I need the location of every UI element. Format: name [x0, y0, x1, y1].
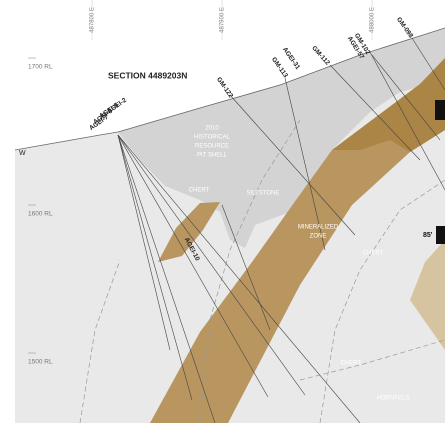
pit-shell-label: RESOURCE: [195, 144, 229, 150]
direction-label: W: [19, 150, 26, 157]
drill-holes: [117, 37, 445, 423]
drill-hole: [117, 134, 361, 423]
drill-hole: [117, 134, 306, 396]
easting-label: 487800 E: [90, 7, 96, 33]
drill-hole: [284, 77, 326, 251]
unit-label: CHERT: [341, 361, 362, 367]
drill-hole: [229, 94, 356, 236]
unit-label: ZONE: [310, 234, 327, 240]
drill-hole: [117, 134, 171, 351]
pit-shell-label: 2010: [205, 126, 219, 132]
drill-hole: [221, 204, 271, 331]
mineralized-zone-upper: [332, 58, 445, 152]
mineralized-lens: [158, 202, 220, 262]
drill-hole: [371, 54, 441, 141]
unit-label: SILTSTONE: [247, 191, 280, 197]
drill-hole: [369, 51, 445, 191]
rl-label: 1700 RL: [28, 64, 53, 71]
drill-hole-label: GM-122: [215, 76, 234, 100]
unit-label: HORNFELS: [377, 396, 410, 402]
drill-hole: [117, 134, 216, 423]
easting-label: 487900 E: [220, 7, 226, 33]
pit-shell-label: HISTORICAL: [194, 135, 231, 141]
drill-hole: [117, 134, 269, 398]
drill-hole: [411, 37, 445, 91]
mineralized-zone-right: [410, 240, 445, 350]
unit-label: CHERT: [363, 251, 384, 257]
callout-box: [435, 100, 445, 120]
unit-label: MINERALIZED: [298, 225, 339, 231]
easting-label: 488000 E: [370, 7, 376, 33]
drill-hole-label: GM-113: [270, 56, 289, 79]
drill-hole: [117, 134, 193, 401]
topography: [14, 27, 445, 151]
drill-hole-label: GM-098: [395, 16, 414, 40]
rl-label: 1600 RL: [28, 211, 53, 218]
callout-box: [436, 226, 445, 244]
fault: [199, 119, 301, 423]
mineralized-zone: [150, 58, 445, 423]
drill-hole: [329, 64, 421, 161]
callout-label: 85': [423, 232, 433, 239]
drill-hole-label: GM-112: [310, 45, 331, 67]
fault: [319, 179, 445, 423]
rl-label: 1500 RL: [28, 359, 53, 366]
unit-label: CHERT: [189, 188, 210, 194]
pit-shell: [118, 28, 445, 248]
pit-shell-label: PIT SHELL: [197, 153, 228, 159]
section-title: SECTION 4489203N: [108, 70, 187, 80]
